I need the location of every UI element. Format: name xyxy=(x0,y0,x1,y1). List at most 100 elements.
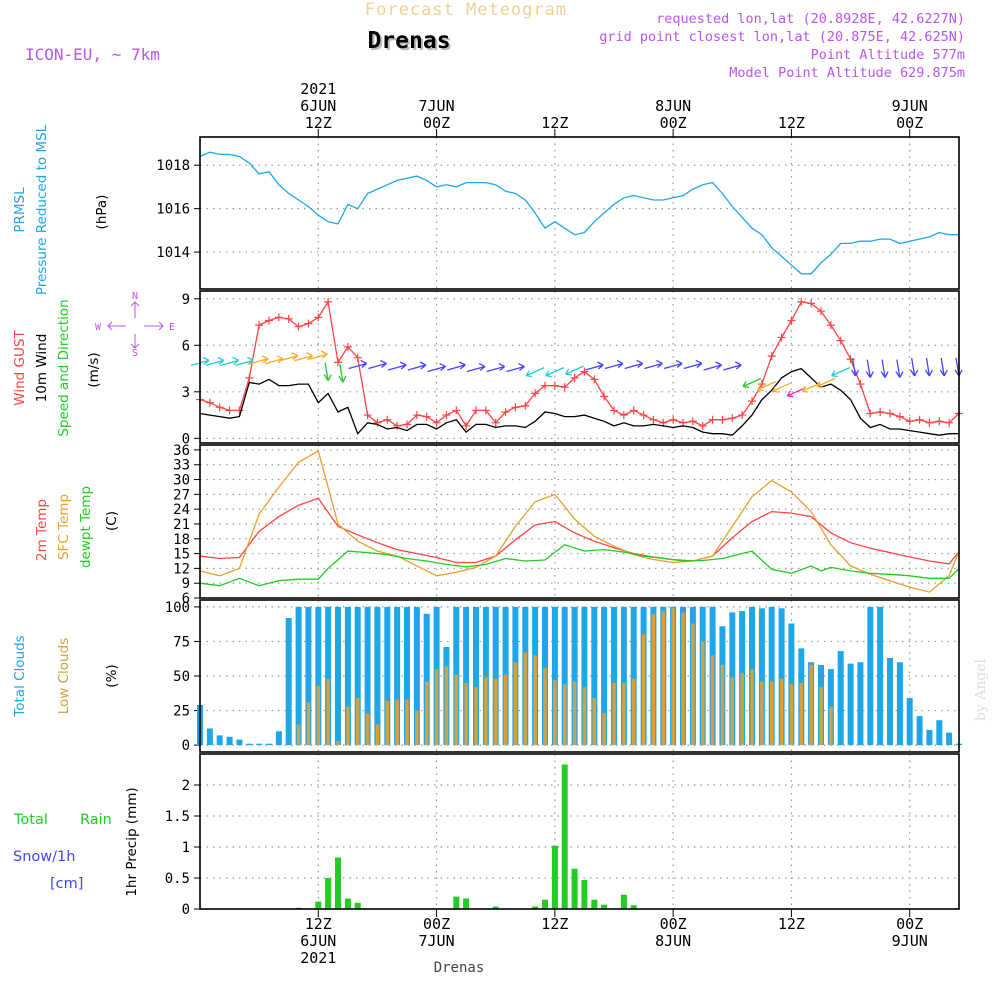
bar-clouds-1 xyxy=(612,682,616,746)
ytick-label-temperature: 6 xyxy=(182,591,190,607)
bar-clouds-1 xyxy=(533,655,537,746)
bar-precip-0 xyxy=(581,879,588,909)
bottom-time-label: 00Z xyxy=(660,915,687,933)
wind-arrow xyxy=(348,359,368,370)
ytick-label-wind: 6 xyxy=(182,338,190,354)
wind-arrow xyxy=(407,361,427,371)
gust-marker xyxy=(205,398,214,407)
gust-marker xyxy=(935,417,944,426)
compass-e: E xyxy=(169,322,175,333)
wind-label-10m: 10m Wind xyxy=(34,334,50,403)
bar-clouds-1 xyxy=(474,687,478,746)
gust-marker xyxy=(452,406,461,415)
bar-clouds-1 xyxy=(701,641,705,746)
frame-clouds xyxy=(199,599,960,753)
gust-marker xyxy=(403,420,411,429)
ytick-label-clouds: 50 xyxy=(173,669,190,685)
bar-clouds-0 xyxy=(206,728,213,746)
top-time-label: 12Z xyxy=(541,114,568,132)
gust-marker xyxy=(629,406,638,415)
bar-clouds-1 xyxy=(553,680,557,745)
precip-label-total: Total xyxy=(13,812,48,828)
gust-marker xyxy=(757,380,766,389)
bar-clouds-1 xyxy=(799,682,803,746)
wind-arrow xyxy=(427,362,446,373)
bar-clouds-1 xyxy=(415,710,419,745)
bar-clouds-0 xyxy=(315,606,322,746)
wind-arrow xyxy=(723,361,742,371)
precip-label-cm: [cm] xyxy=(50,876,83,892)
gust-marker xyxy=(895,412,904,421)
wind-arrow xyxy=(939,357,948,377)
gust-marker xyxy=(442,411,451,420)
bar-clouds-0 xyxy=(896,662,903,746)
frame-temperature xyxy=(199,444,960,599)
bar-clouds-1 xyxy=(375,724,380,746)
gust-marker xyxy=(274,313,283,322)
gust-marker xyxy=(807,299,816,308)
bar-clouds-1 xyxy=(454,674,458,746)
top-time-label: 7JUN xyxy=(419,97,455,115)
ytick-label-wind: 9 xyxy=(182,292,190,308)
bar-clouds-0 xyxy=(266,743,272,746)
gust-marker xyxy=(698,421,707,430)
bar-precip-0 xyxy=(335,857,341,909)
bar-clouds-0 xyxy=(413,606,420,746)
top-time-label: 9JUN xyxy=(892,97,928,115)
gust-marker xyxy=(738,411,747,420)
ytick-label-clouds: 0 xyxy=(182,738,190,754)
bar-precip-0 xyxy=(601,904,608,909)
gust-marker xyxy=(886,409,894,418)
bar-clouds-1 xyxy=(395,699,399,746)
ytick-label-pressure: 1014 xyxy=(156,245,190,261)
ytick-label-temperature: 12 xyxy=(173,561,190,577)
gust-marker xyxy=(925,418,934,427)
ytick-label-clouds: 75 xyxy=(173,634,190,650)
bar-clouds-1 xyxy=(444,666,449,746)
wind-arrow xyxy=(525,367,545,378)
bar-clouds-1 xyxy=(346,706,350,746)
bar-clouds-1 xyxy=(760,681,764,746)
wind-arrow xyxy=(683,359,703,370)
bottom-time-label: 12Z xyxy=(778,915,805,933)
gust-marker xyxy=(600,392,609,401)
bar-clouds-1 xyxy=(326,678,330,746)
gust-marker xyxy=(550,381,559,390)
bar-clouds-0 xyxy=(226,736,233,746)
temp-label-dewpt: dewpt Temp xyxy=(78,486,94,568)
compass-w: W xyxy=(95,322,102,333)
gust-marker xyxy=(255,321,264,330)
bar-clouds-1 xyxy=(385,700,389,746)
bar-clouds-1 xyxy=(356,698,360,746)
gust-marker xyxy=(225,406,234,415)
wind-arrow xyxy=(235,356,254,366)
bar-clouds-1 xyxy=(592,698,596,746)
bar-clouds-0 xyxy=(473,606,479,746)
gust-marker xyxy=(481,406,490,415)
bar-clouds-1 xyxy=(405,699,409,746)
wind-arrow xyxy=(757,381,777,392)
bar-clouds-1 xyxy=(730,677,734,746)
gust-marker xyxy=(836,336,845,345)
gust-marker xyxy=(531,389,540,398)
bar-clouds-1 xyxy=(494,678,498,746)
cloud-unit: (%) xyxy=(104,664,120,687)
top-time-label: 00Z xyxy=(660,114,687,132)
gust-marker xyxy=(610,406,618,415)
bar-clouds-1 xyxy=(365,713,370,746)
gust-marker xyxy=(235,406,244,415)
gust-marker xyxy=(767,352,776,361)
gust-marker xyxy=(284,314,293,323)
precip-labels: Total Rain Snow/1h [cm] 1hr Precip (mm) xyxy=(13,787,140,896)
compass-rose xyxy=(107,301,164,349)
bar-clouds-0 xyxy=(906,698,913,746)
gust-marker xyxy=(294,322,303,331)
bar-clouds-0 xyxy=(364,606,371,746)
bar-clouds-1 xyxy=(602,713,606,746)
bar-clouds-1 xyxy=(316,685,320,746)
bar-clouds-0 xyxy=(325,606,332,746)
wind-arrow xyxy=(865,359,874,378)
wind-arrow xyxy=(279,352,299,362)
bottom-time-label: 00Z xyxy=(896,915,923,933)
gust-marker xyxy=(590,375,599,384)
